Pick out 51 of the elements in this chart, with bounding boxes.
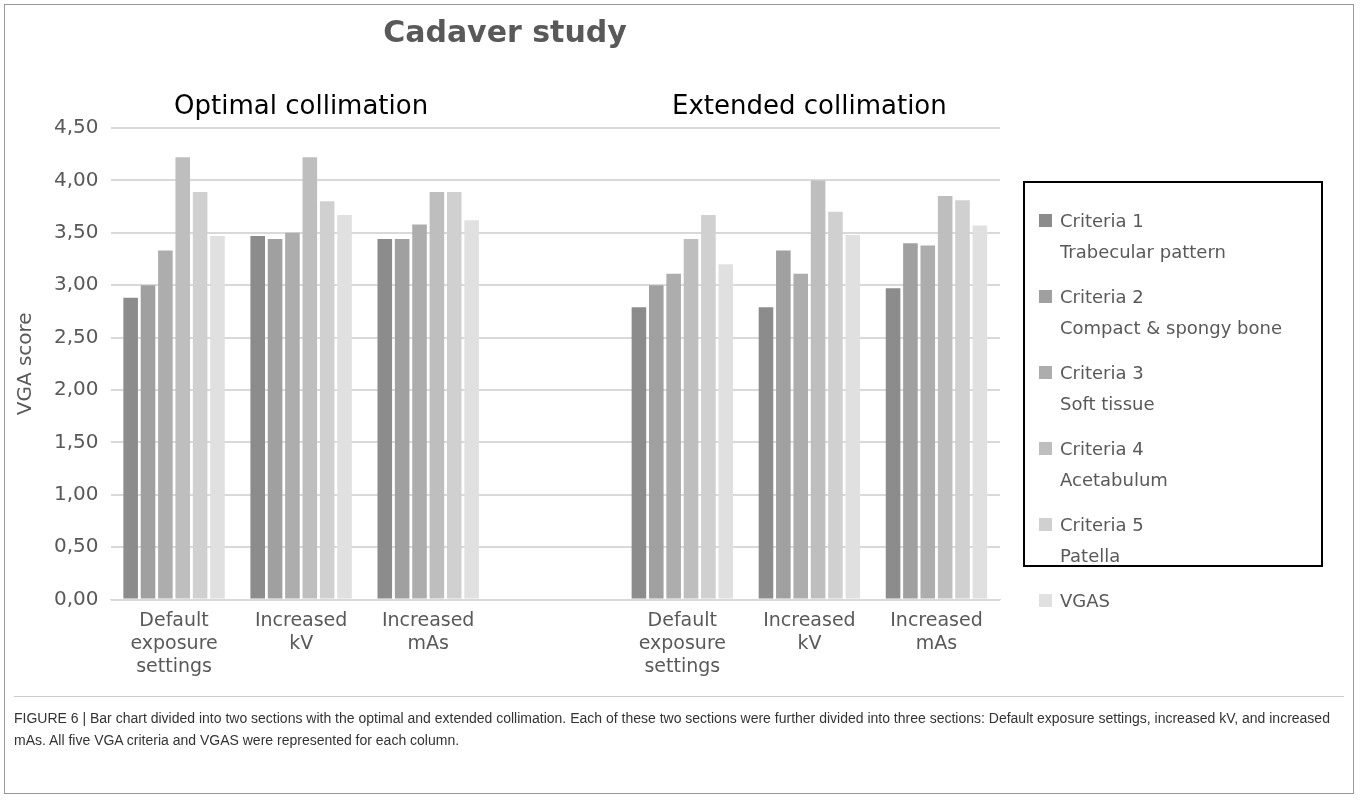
bar <box>250 235 266 599</box>
bar <box>158 250 173 599</box>
y-tick-label: 1,50 <box>54 428 99 453</box>
legend-label: Criteria 2 Compact & spongy bone <box>1060 285 1282 340</box>
y-tick-label: 3,50 <box>54 219 99 243</box>
bar <box>175 157 191 599</box>
bar <box>394 239 410 599</box>
y-tick-label: 2,50 <box>54 323 99 348</box>
y-tick-label: 2,00 <box>54 376 99 401</box>
y-tick-label: 3,00 <box>54 271 99 296</box>
bar <box>648 285 664 599</box>
x-tick-label: Increased kV <box>763 607 856 653</box>
bar <box>429 191 445 599</box>
bar <box>758 307 774 599</box>
bar <box>140 285 156 599</box>
bar <box>920 245 936 599</box>
chart-title: Cadaver study <box>383 13 628 49</box>
bar <box>937 196 953 599</box>
bar <box>885 288 901 599</box>
y-axis-title: VGA score <box>12 312 37 416</box>
legend-label: Criteria 3 Soft tissue <box>1060 361 1155 416</box>
bar <box>377 239 393 599</box>
bar <box>903 243 918 599</box>
legend-label: VGAS <box>1060 589 1111 613</box>
y-tick-label: 4,50 <box>54 114 99 139</box>
x-tick-label: Increased mAs <box>890 607 983 653</box>
bar <box>793 273 809 599</box>
legend-label: Criteria 4 Acetabulum <box>1060 437 1168 492</box>
bar <box>810 180 826 599</box>
bar <box>683 239 699 599</box>
text: Optimal collimation <box>174 89 429 120</box>
bar <box>267 239 283 599</box>
bar <box>666 273 681 599</box>
x-tick-label: Default exposure settings <box>638 607 726 676</box>
bar <box>631 307 647 599</box>
legend-label: Criteria 1 Trabecular pattern <box>1060 209 1226 264</box>
text: Extended collimation <box>672 89 947 120</box>
y-tick-label: 0,50 <box>54 533 99 558</box>
bar <box>412 224 427 599</box>
bar <box>302 157 318 599</box>
x-tick-label: Default exposure settings <box>130 607 218 676</box>
x-tick-label: Increased kV <box>254 607 348 653</box>
x-tick-label: Increased mAs <box>381 607 475 653</box>
legend-label: Criteria 5 Patella <box>1060 513 1144 568</box>
caption: FIGURE 6 | Bar chart divided into two sections with the optimal and extended collimation. Each of these two sections were further divided into three sections: Default exposure settings, increased kV, and increased mAs. All five VGA criteria and VGAS were represented for each column. <box>14 696 1344 751</box>
bar <box>123 297 138 599</box>
y-tick-label: 1,00 <box>54 481 99 505</box>
y-tick-label: 4,00 <box>54 166 99 191</box>
bar <box>285 232 300 599</box>
y-tick-label: 0,00 <box>54 585 99 610</box>
bar <box>776 250 791 599</box>
